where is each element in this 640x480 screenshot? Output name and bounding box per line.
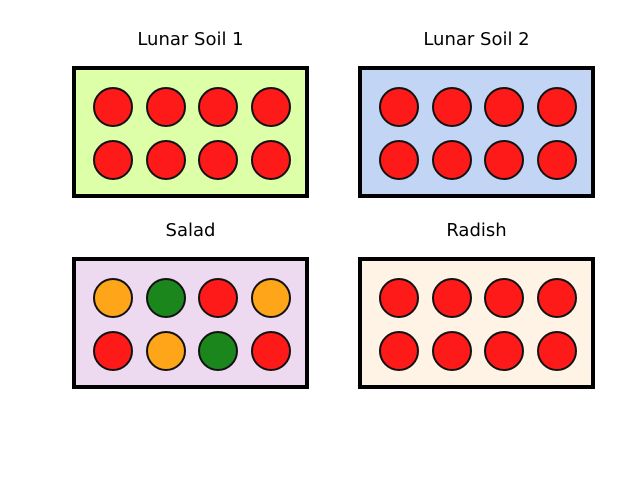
well	[537, 87, 577, 127]
well	[537, 278, 577, 318]
well	[484, 278, 524, 318]
panel-title: Lunar Soil 1	[137, 29, 244, 50]
well	[379, 331, 419, 371]
well	[484, 140, 524, 180]
well	[146, 331, 186, 371]
well	[251, 140, 291, 180]
well	[198, 278, 238, 318]
well	[432, 278, 472, 318]
well	[251, 331, 291, 371]
well	[251, 87, 291, 127]
well	[198, 140, 238, 180]
well-tray	[358, 66, 595, 198]
well-tray	[72, 257, 309, 389]
well	[537, 331, 577, 371]
well	[251, 278, 291, 318]
well	[379, 278, 419, 318]
well	[146, 278, 186, 318]
well	[93, 140, 133, 180]
well-tray	[358, 257, 595, 389]
well	[379, 140, 419, 180]
panel-title: Salad	[165, 220, 216, 241]
well	[93, 87, 133, 127]
well	[432, 87, 472, 127]
well	[379, 87, 419, 127]
panel-salad: Salad	[72, 216, 309, 391]
well	[432, 140, 472, 180]
well	[93, 278, 133, 318]
well	[484, 87, 524, 127]
panel-lunar-soil-2: Lunar Soil 2	[358, 25, 595, 200]
panel-title: Lunar Soil 2	[423, 29, 530, 50]
well	[432, 331, 472, 371]
well-tray	[72, 66, 309, 198]
well	[537, 140, 577, 180]
well	[93, 331, 133, 371]
well	[198, 331, 238, 371]
well	[146, 140, 186, 180]
panel-lunar-soil-1: Lunar Soil 1	[72, 25, 309, 200]
panel-radish: Radish	[358, 216, 595, 391]
well	[198, 87, 238, 127]
panel-title: Radish	[446, 220, 507, 241]
well	[484, 331, 524, 371]
well	[146, 87, 186, 127]
